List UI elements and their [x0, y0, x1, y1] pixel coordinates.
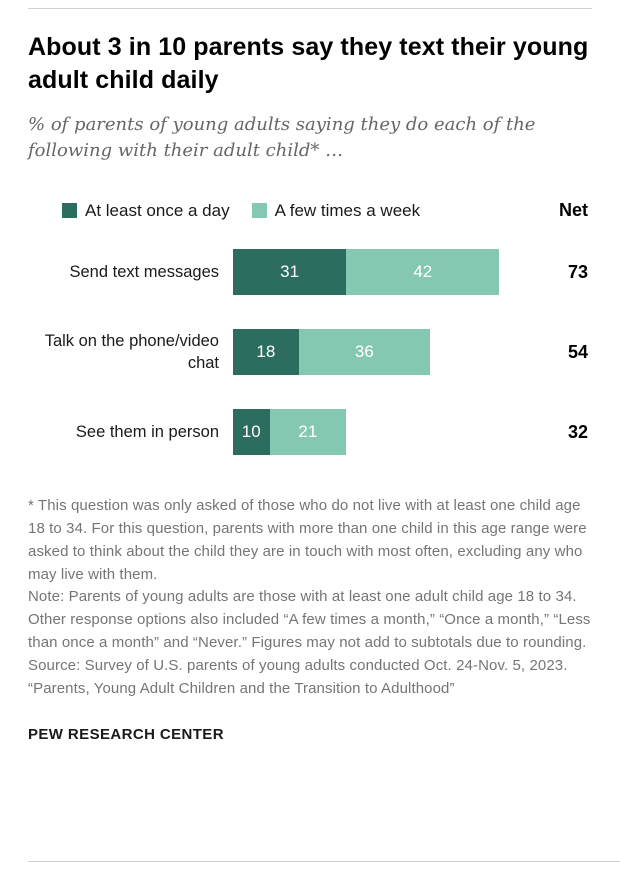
bar-group: 31 42 — [233, 249, 500, 296]
bar-value-label: 42 — [413, 262, 433, 282]
top-divider — [28, 8, 592, 9]
chart-row: See them in person 10 21 32 — [28, 409, 592, 456]
footnote-report-title: “Parents, Young Adult Children and the T… — [28, 679, 455, 697]
category-label: Send text messages — [69, 263, 220, 282]
chart-subtitle: % of parents of young adults saying they… — [28, 114, 536, 162]
footnote-note: Note: Parents of young adults are those … — [28, 588, 591, 651]
legend-label-weekly: A few times a week — [274, 200, 421, 220]
chart-row: Send text messages 31 42 73 — [28, 249, 592, 296]
bar-segment-daily: 31 — [233, 249, 347, 296]
bottom-divider — [28, 861, 620, 862]
legend-item-daily: At least once a day — [62, 201, 230, 221]
bar-value-label: 18 — [256, 342, 276, 362]
bar-value-label: 21 — [298, 422, 318, 442]
bar-value-label: 10 — [241, 422, 261, 442]
net-column-header: Net — [558, 200, 588, 221]
legend-swatch-light-icon — [251, 203, 267, 219]
net-value: 73 — [567, 261, 588, 282]
bar-value-label: 31 — [280, 262, 300, 282]
bar-segment-weekly: 42 — [346, 249, 500, 296]
bar-segment-weekly: 21 — [269, 409, 347, 456]
page-title: About 3 in 10 parents say they text thei… — [28, 33, 589, 94]
bar-segment-daily: 10 — [233, 409, 270, 456]
bar-segment-weekly: 36 — [298, 329, 431, 376]
category-label: Talk on the phone/video chat — [44, 331, 219, 373]
footnote-source: Source: Survey of U.S. parents of young … — [28, 656, 568, 674]
chart-row: Talk on the phone/video chat 18 36 54 — [28, 329, 592, 376]
category-label: See them in person — [75, 423, 219, 442]
pew-research-center-wordmark: PEW RESEARCH CENTER — [28, 726, 224, 744]
legend-swatch-dark-icon — [62, 203, 77, 219]
net-value: 32 — [567, 421, 588, 442]
legend-item-weekly: A few times a week — [251, 200, 421, 221]
stacked-bar-chart: Send text messages 31 42 73 Talk on the … — [28, 249, 592, 456]
footnote-asterisk: * This question was only asked of those … — [28, 497, 587, 583]
chart-legend: At least once a day A few times a week N… — [62, 200, 592, 221]
bar-group: 18 36 — [233, 329, 431, 376]
net-value: 54 — [567, 341, 588, 362]
footnotes: * This question was only asked of those … — [28, 495, 592, 700]
bar-segment-daily: 18 — [233, 329, 299, 376]
bar-value-label: 36 — [354, 342, 374, 362]
bar-group: 10 21 — [233, 409, 347, 456]
legend-label-daily: At least once a day — [85, 200, 230, 220]
